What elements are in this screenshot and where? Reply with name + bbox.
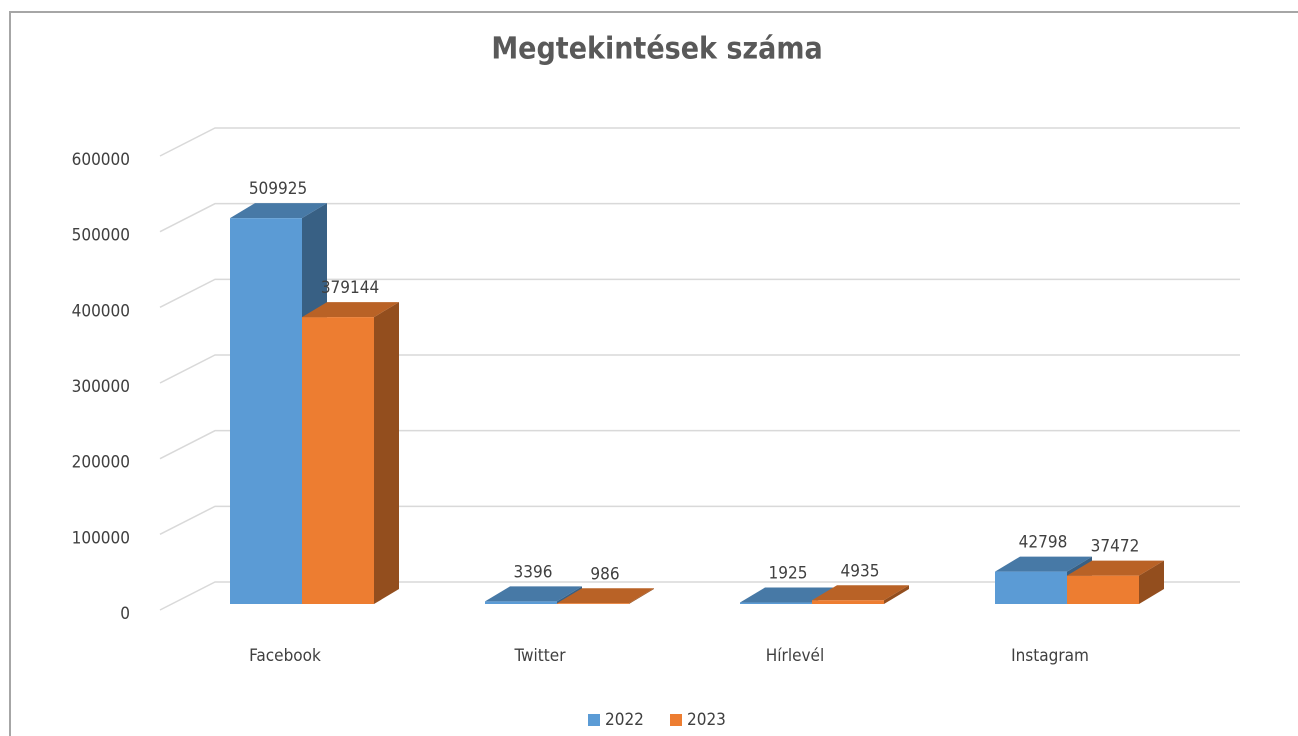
bar-face: [884, 585, 909, 604]
y-tick-label: 600000: [72, 150, 130, 170]
y-tick-label: 500000: [72, 226, 130, 246]
data-label: 1925: [769, 564, 808, 584]
bar-face: [302, 302, 399, 318]
grid-line: [159, 505, 1240, 536]
data-label: 42798: [1019, 533, 1068, 553]
bar: [1067, 560, 1164, 604]
x-tick-label: Hírlevél: [766, 646, 824, 666]
bar-face: [812, 600, 884, 604]
legend-label: 2023: [687, 710, 726, 730]
legend-label: 2022: [605, 710, 644, 730]
bar-face: [230, 203, 327, 219]
bar-face: [302, 317, 374, 604]
bar-face: [629, 588, 654, 604]
bar: [302, 302, 399, 604]
bar-face: [1067, 575, 1139, 604]
bar-face: [485, 586, 582, 602]
grid-line: [159, 278, 1240, 309]
data-label: 3396: [514, 562, 553, 582]
chart-frame: [9, 11, 1298, 736]
y-tick-label: 400000: [72, 301, 130, 321]
bar-face: [995, 571, 1067, 604]
data-label: 509925: [249, 179, 307, 199]
x-tick-label: Instagram: [1011, 646, 1089, 666]
grid-line: [159, 581, 1240, 611]
grid-line: [159, 202, 1240, 233]
bar-face: [374, 302, 399, 604]
legend-swatch: [670, 714, 682, 726]
y-tick-label: 0: [120, 604, 130, 624]
y-tick-label: 300000: [72, 377, 130, 397]
bar-face: [995, 556, 1092, 572]
legend-swatch: [588, 714, 600, 726]
bar: [812, 585, 909, 604]
bar-face: [740, 602, 812, 604]
grid-line: [159, 354, 1240, 384]
bar-face: [230, 218, 302, 605]
x-tick-label: Twitter: [514, 646, 567, 666]
bar-face: [1067, 560, 1164, 576]
bar-face: [1139, 560, 1164, 604]
bar-face: [812, 585, 909, 601]
bar-face: [557, 588, 654, 604]
data-label: 379144: [321, 278, 379, 298]
bar-face: [557, 603, 629, 604]
y-tick-label: 100000: [72, 528, 130, 548]
data-label: 37472: [1091, 537, 1140, 557]
bar-face: [485, 601, 557, 604]
x-tick-label: Facebook: [249, 646, 321, 666]
bar: [557, 588, 654, 604]
bar-face: [740, 587, 837, 603]
chart-title: Megtekintések száma: [491, 32, 822, 67]
data-label: 986: [590, 564, 619, 584]
y-tick-label: 200000: [72, 453, 130, 473]
data-label: 4935: [841, 561, 880, 581]
grid-line: [159, 429, 1240, 460]
grid-line: [159, 127, 1240, 157]
